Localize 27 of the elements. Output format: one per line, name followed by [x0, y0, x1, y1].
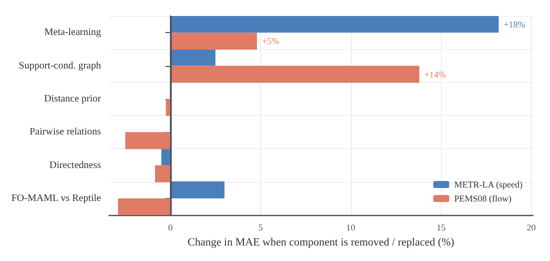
bar	[118, 198, 170, 215]
x-tick-label: 20	[526, 222, 536, 232]
x-tick-label: 5	[258, 222, 264, 232]
bar	[155, 165, 170, 182]
y-tick-label: Distance prior	[44, 93, 102, 104]
bar	[166, 98, 170, 116]
y-tick-label: Support-cond. graph	[18, 60, 101, 72]
x-tick-label: 0	[168, 222, 174, 232]
bar	[170, 48, 216, 66]
bar	[170, 66, 420, 83]
data-label: +14%	[424, 69, 446, 80]
x-axis-title: Change in MAE when component is removed / replaced (%)	[188, 236, 455, 248]
legend-label: METR-LA (speed)	[454, 180, 523, 190]
y-tick-label: Pairwise relations	[30, 126, 102, 138]
data-label: +5%	[262, 36, 280, 46]
y-tick-label: Directedness	[49, 160, 102, 171]
legend-label: PEMS08 (flow)	[454, 194, 512, 204]
bar	[161, 148, 170, 166]
bar	[170, 181, 224, 198]
y-tick-label: Meta-learning	[44, 27, 101, 38]
bar	[170, 16, 499, 33]
bar	[170, 32, 257, 50]
y-tick-label: FO-MAML vs Reptile	[11, 192, 102, 204]
x-tick-label: 15	[436, 222, 446, 232]
x-tick-label: 10	[346, 222, 356, 232]
bar	[125, 132, 170, 150]
data-label: +18%	[504, 19, 526, 30]
